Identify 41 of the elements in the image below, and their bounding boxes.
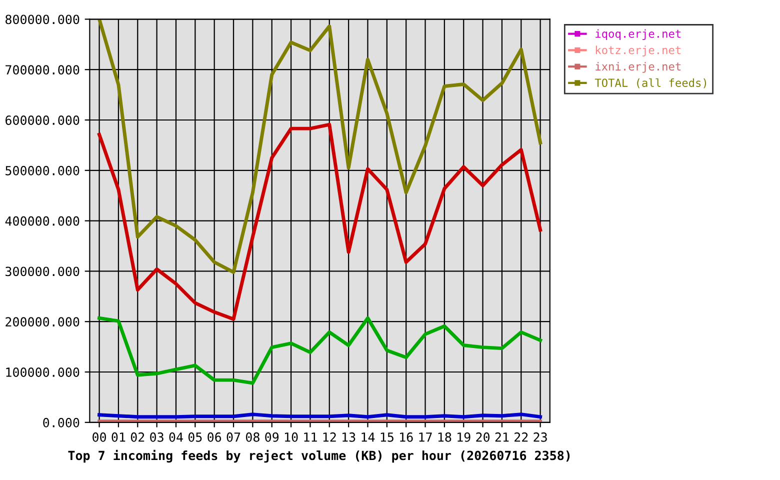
y-tick-label: 200000.000 bbox=[6, 317, 80, 327]
y-tick-label: 600000.000 bbox=[6, 116, 80, 125]
x-tick-label: 06 bbox=[208, 432, 222, 442]
line-series bbox=[98, 122, 542, 321]
y-tick-label: 0.000 bbox=[43, 418, 80, 428]
y-tick-label: 800000.000 bbox=[6, 14, 80, 24]
y-tick-label: 100000.000 bbox=[6, 368, 80, 377]
legend-label: TOTAL (all feeds) bbox=[594, 78, 706, 88]
x-tick-label: 05 bbox=[188, 432, 202, 442]
x-tick-label: 10 bbox=[285, 432, 298, 442]
x-tick-label: 04 bbox=[169, 432, 183, 442]
x-tick-label: 17 bbox=[419, 432, 432, 442]
x-tick-label: 11 bbox=[304, 432, 317, 442]
x-tick-label: 22 bbox=[514, 432, 528, 442]
y-tick-label: 500000.000 bbox=[6, 166, 80, 176]
x-tick-label: 01 bbox=[112, 432, 126, 442]
y-tick-label: 400000.000 bbox=[5, 216, 80, 226]
x-tick-label: 18 bbox=[438, 432, 452, 442]
x-tick-label: 21 bbox=[495, 432, 509, 442]
y-tick-label: 700000.000 bbox=[6, 65, 80, 75]
line-series bbox=[98, 19, 542, 274]
x-tick-label: 02 bbox=[130, 432, 144, 442]
x-tick-label: 12 bbox=[323, 432, 336, 442]
x-axis-title: Top 7 incoming feeds by reject volume (KB) per hour (20260716 2358) bbox=[68, 450, 570, 463]
y-tick-label: 300000.000 bbox=[6, 266, 80, 276]
x-tick-label: 16 bbox=[400, 432, 413, 442]
x-tick-label: 03 bbox=[150, 432, 164, 442]
x-tick-label: 08 bbox=[246, 432, 260, 442]
x-tick-label: 15 bbox=[380, 432, 394, 442]
x-tick-label: 09 bbox=[265, 432, 279, 442]
legend-label: iqoq.erje.net bbox=[596, 29, 681, 40]
line-series bbox=[98, 316, 542, 385]
legend-label: ixni.erje.net bbox=[596, 62, 681, 73]
x-tick-label: 19 bbox=[458, 432, 470, 442]
x-tick-label: 00 bbox=[92, 432, 106, 442]
x-tick-label: 14 bbox=[362, 432, 375, 442]
legend-label: kotz.erje.net bbox=[596, 46, 681, 56]
x-tick-label: 13 bbox=[342, 432, 356, 442]
x-tick-label: 20 bbox=[476, 432, 490, 442]
x-tick-label: 23 bbox=[534, 432, 547, 442]
x-tick-label: 07 bbox=[226, 432, 240, 442]
